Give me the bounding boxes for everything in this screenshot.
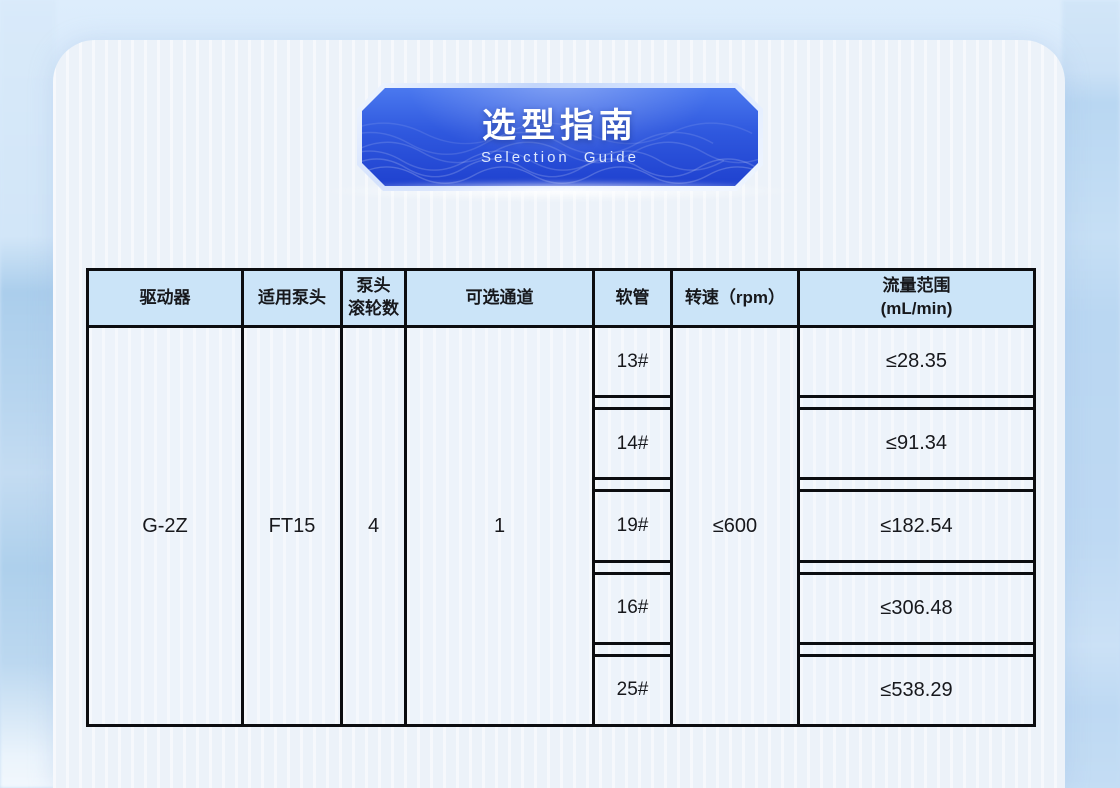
col-header-flow-range-line2: (mL/min)	[880, 299, 953, 318]
col-header-channels: 可选通道	[407, 271, 595, 325]
col-header-rollers-line1: 泵头	[356, 276, 391, 296]
col-header-flow-range-line1: 流量范围	[882, 276, 951, 296]
col-header-hose: 软管	[595, 271, 673, 325]
hose-cell: 13#	[595, 328, 670, 399]
col-header-rollers-line2: 滚轮数	[348, 299, 399, 318]
flow-column: ≤28.35 ≤91.34 ≤182.54 ≤306.48 ≤538.29	[800, 328, 1033, 724]
table-body: G-2Z FT15 4 1 13# 14# 19# 16# 25# ≤600 ≤…	[89, 328, 1033, 724]
banner-glow-streak	[310, 180, 810, 202]
table-header-row: 驱动器 适用泵头 泵头 滚轮数 可选通道 软管 转速（rpm） 流量范围 (mL…	[89, 271, 1033, 328]
left-decor-shapes	[0, 0, 56, 788]
flow-cell: ≤182.54	[800, 489, 1033, 563]
cell-rollers: 4	[343, 328, 407, 724]
cell-speed: ≤600	[673, 328, 800, 724]
hose-cell: 19#	[595, 489, 670, 563]
selection-guide-banner: 选型指南 Selection Guide	[357, 83, 763, 191]
cell-pump-head: FT15	[244, 328, 343, 724]
banner-inner-plate: 选型指南 Selection Guide	[362, 88, 758, 186]
hose-cell: 14#	[595, 407, 670, 481]
flow-cell: ≤28.35	[800, 328, 1033, 399]
hose-cell: 25#	[595, 653, 670, 724]
hose-column: 13# 14# 19# 16# 25#	[595, 328, 673, 724]
col-header-pump-head: 适用泵头	[244, 271, 343, 325]
banner-subtitle: Selection Guide	[481, 148, 639, 166]
col-header-flow-range: 流量范围 (mL/min)	[800, 271, 1033, 325]
hose-cell: 16#	[595, 571, 670, 645]
cell-channels: 1	[407, 328, 595, 724]
col-header-rollers: 泵头 滚轮数	[343, 271, 407, 325]
banner-title: 选型指南	[482, 107, 638, 146]
flow-cell: ≤306.48	[800, 571, 1033, 645]
cell-driver: G-2Z	[89, 328, 244, 724]
spec-table: 驱动器 适用泵头 泵头 滚轮数 可选通道 软管 转速（rpm） 流量范围 (mL…	[86, 268, 1036, 727]
col-header-driver: 驱动器	[89, 271, 244, 325]
col-header-speed: 转速（rpm）	[673, 271, 800, 325]
flow-cell: ≤91.34	[800, 407, 1033, 481]
right-decor-shapes	[1062, 0, 1120, 788]
flow-cell: ≤538.29	[800, 653, 1033, 724]
